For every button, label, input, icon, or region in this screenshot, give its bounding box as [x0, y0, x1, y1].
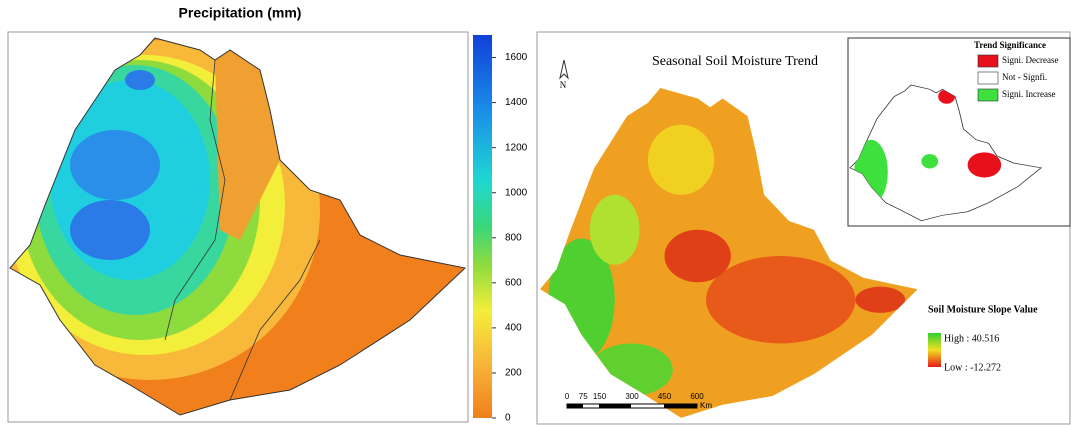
right-frame	[536, 31, 1071, 425]
legend-swatch	[977, 88, 999, 102]
precip-map	[9, 37, 466, 416]
scale-label: 150	[593, 392, 607, 401]
scale-label: 300	[625, 392, 639, 401]
scale-label: 600	[690, 392, 704, 401]
colorbar-label: 0	[505, 413, 511, 424]
colorbar-label: 600	[505, 277, 522, 288]
colorbar-label: 800	[505, 232, 522, 243]
scale-bar	[566, 403, 698, 409]
right-title: Seasonal Soil Moisture Trend	[652, 54, 818, 69]
legend-title: Soil Moisture Slope Value	[928, 304, 1038, 315]
inset-title: Trend Significance	[974, 40, 1046, 50]
scale-label: 450	[658, 392, 672, 401]
colorbar-label: 1600	[505, 52, 528, 63]
colorbar	[473, 35, 492, 418]
colorbar-label: 1200	[505, 142, 528, 153]
colorbar-label: 200	[505, 368, 522, 379]
scale-label: 75	[579, 392, 588, 401]
scale-unit: Km	[700, 401, 712, 410]
colorbar-label: 1400	[505, 97, 528, 108]
left-title: Precipitation (mm)	[179, 5, 302, 21]
legend-high: High : 40.516	[944, 333, 999, 344]
north-label: N	[560, 80, 567, 90]
legend-label: Signi. Decrease	[1002, 55, 1058, 65]
colorbar-label: 400	[505, 323, 522, 334]
legend-ramp	[928, 333, 941, 367]
left-frame	[7, 31, 469, 423]
legend-label: Signi. Increase	[1002, 89, 1055, 99]
legend-low: Low : -12.272	[944, 362, 1001, 373]
colorbar-label: 1000	[505, 187, 528, 198]
legend-label: Not - Signfi.	[1002, 72, 1047, 82]
north-arrow	[559, 59, 569, 80]
scale-label: 0	[565, 392, 570, 401]
legend-swatch	[977, 54, 999, 68]
legend-swatch	[977, 71, 999, 85]
